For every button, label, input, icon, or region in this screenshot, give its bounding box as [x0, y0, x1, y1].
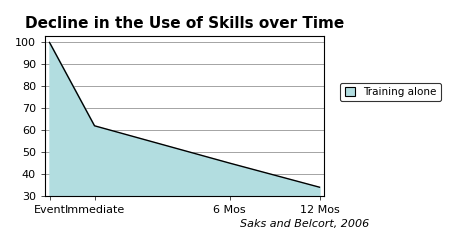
Title: Decline in the Use of Skills over Time: Decline in the Use of Skills over Time [25, 16, 344, 31]
Legend: Training alone: Training alone [340, 83, 441, 101]
Text: Saks and Belcort, 2006: Saks and Belcort, 2006 [240, 219, 369, 229]
